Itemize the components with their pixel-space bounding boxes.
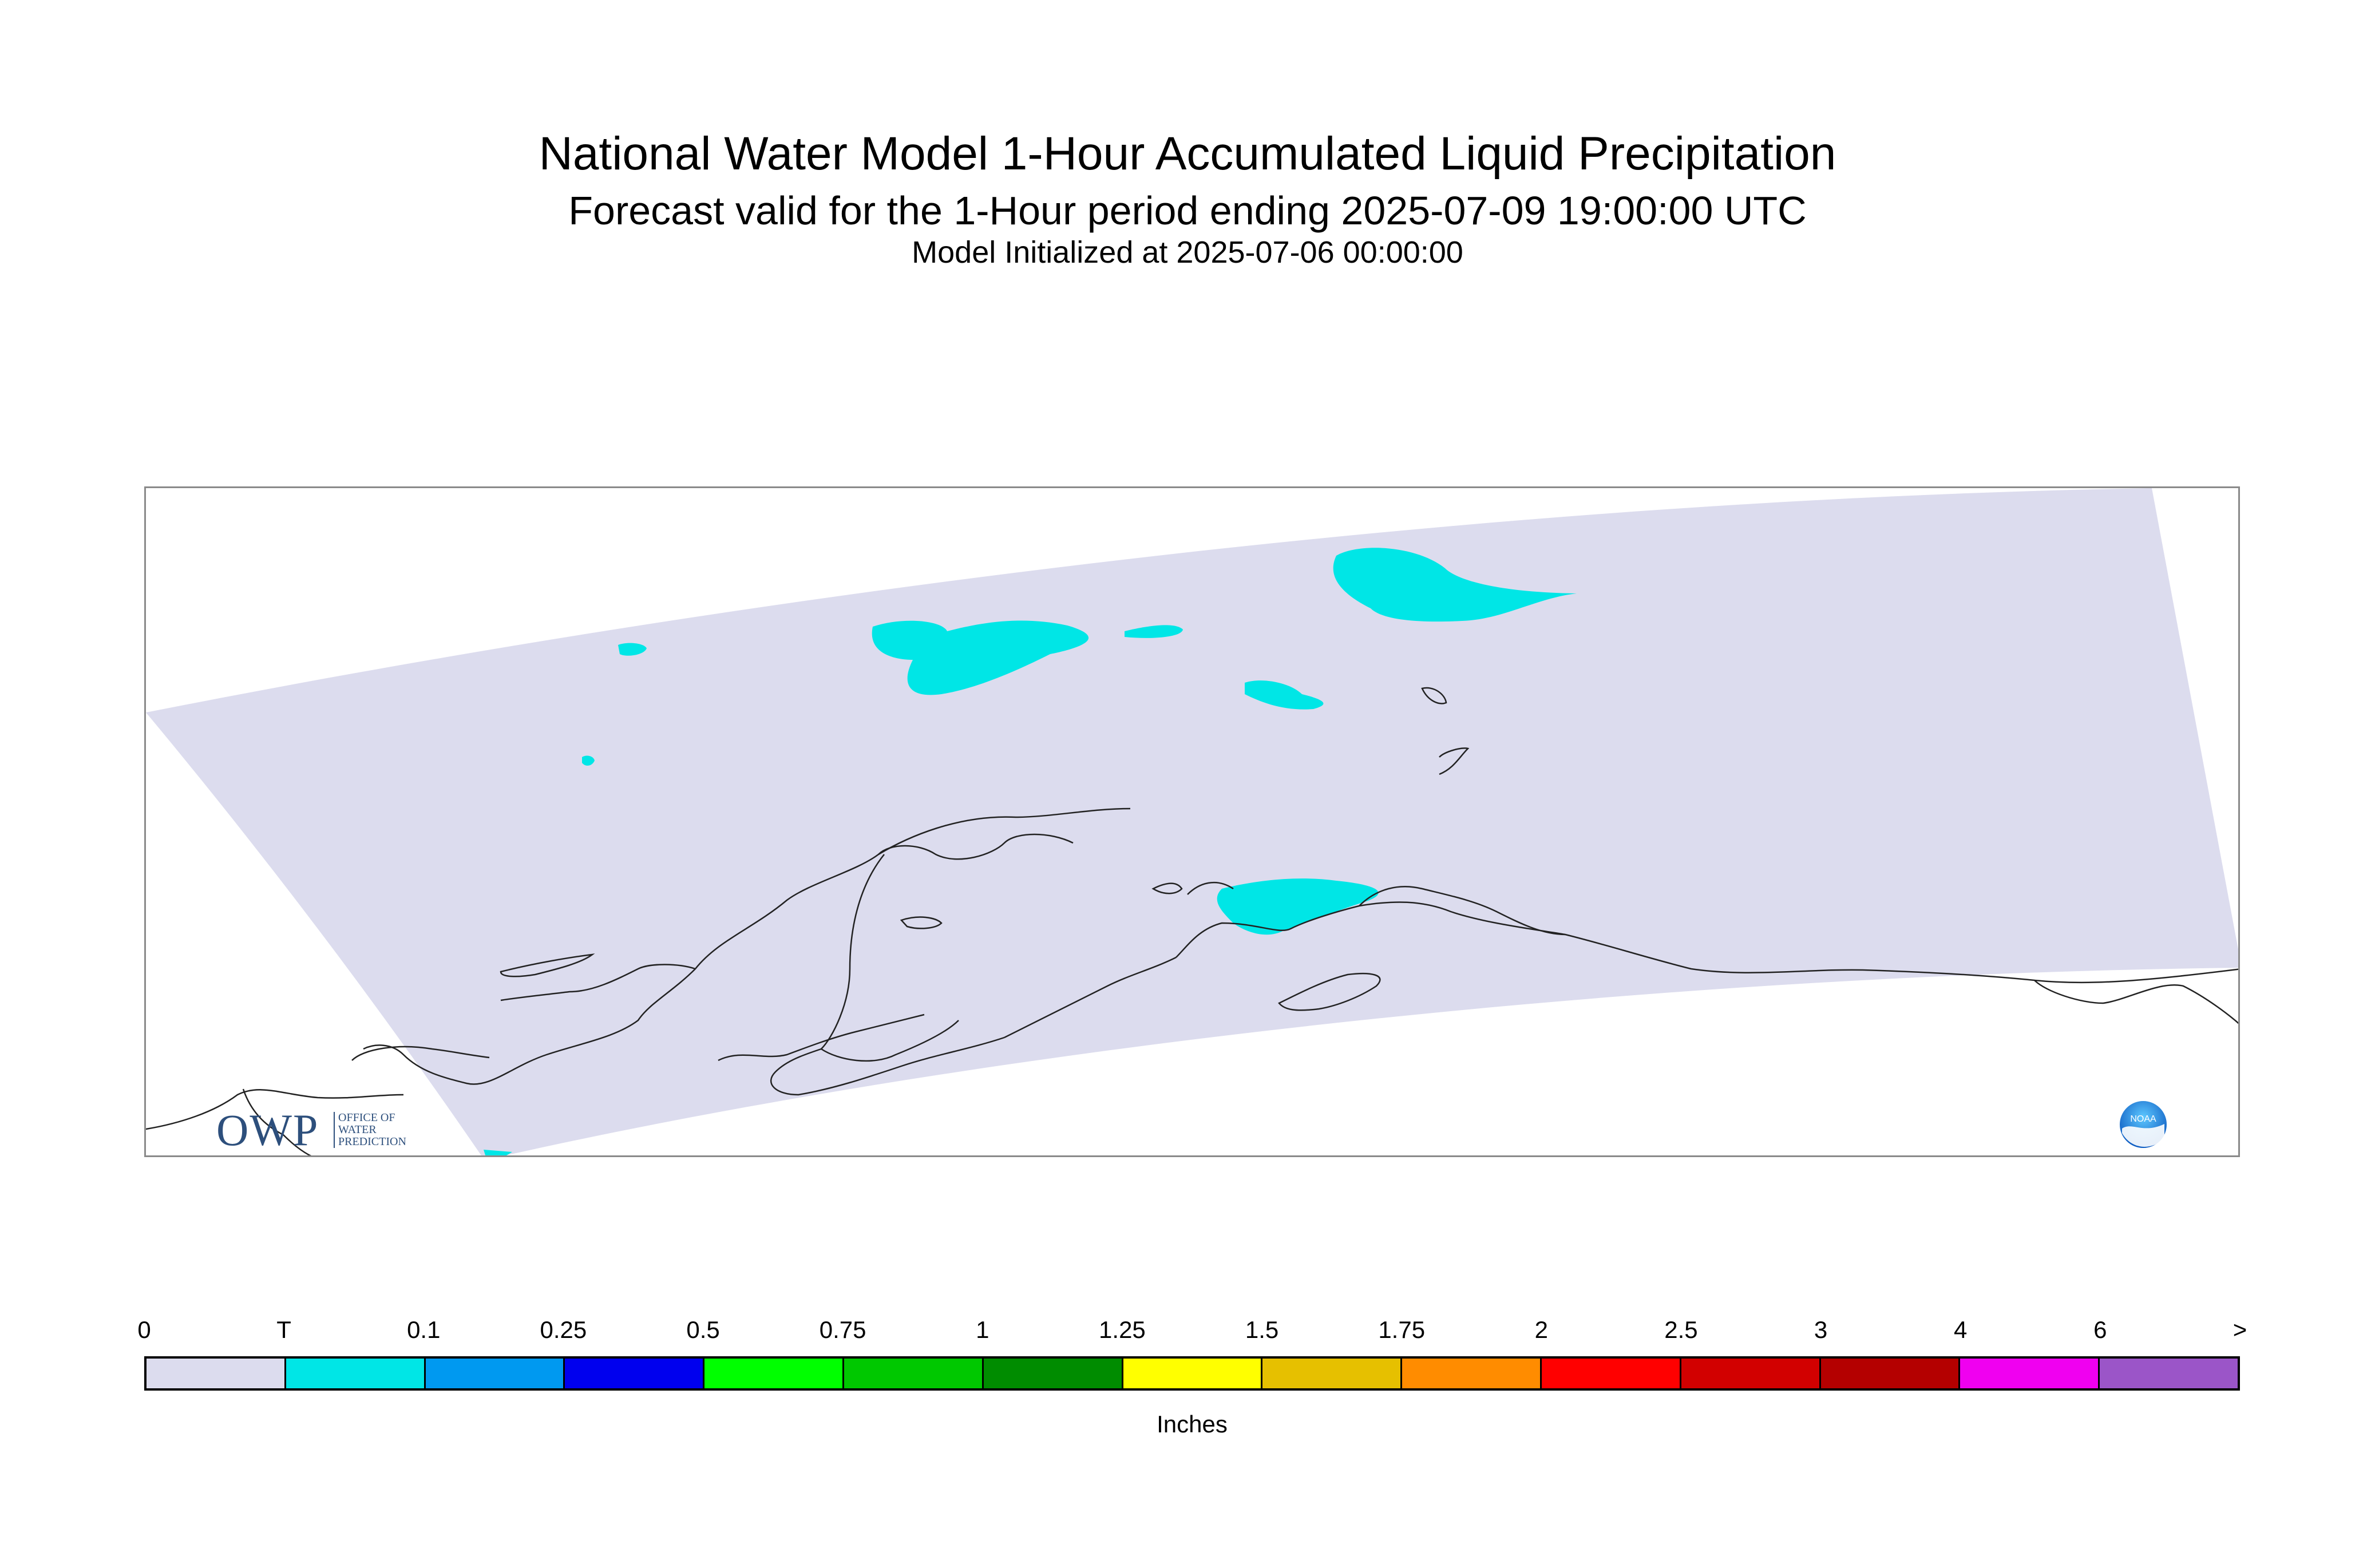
legend-colorbar: [144, 1356, 2240, 1391]
legend-tick-label: 1.75: [1378, 1316, 1426, 1343]
coastline-aleutians: [718, 1013, 925, 1062]
legend-tick-label: 2: [1534, 1316, 1549, 1343]
map-subtitle: Forecast valid for the 1-Hour period end…: [568, 188, 1807, 233]
coastline-chukotka-2: [351, 1046, 490, 1061]
legend-color-segment: [1681, 1359, 1821, 1388]
coastline-seward-peninsula: [500, 964, 696, 1001]
coastline-southeast: [2034, 980, 2238, 1024]
legend-tick-label: 1: [976, 1316, 989, 1343]
precip-area-north-1: [872, 620, 1089, 695]
coastline-st-lawrence: [500, 953, 595, 977]
coastline-nunivak: [900, 916, 943, 929]
legend-tick-label: T: [276, 1316, 291, 1343]
color-legend: 0 T 0.1 0.25 0.5 0.75 1 1.25 1.5 1.75 2 2.5 3 4 6 > Inc…: [137, 1316, 2247, 1454]
coastline-inlet: [1187, 881, 1234, 895]
legend-tick-label: 2.5: [1664, 1316, 1698, 1343]
coastline-kamchatka: [242, 1088, 312, 1155]
legend-tick-label: 0.75: [819, 1316, 866, 1343]
coastline-kodiak: [1278, 972, 1381, 1011]
coastline-alaska-peninsula: [1004, 956, 1177, 1039]
coastline-kenai: [1175, 901, 2238, 984]
legend-color-segment: [1402, 1359, 1542, 1388]
legend-color-segment: [147, 1359, 286, 1388]
map-panel: [144, 486, 2240, 1157]
coastline-prince-william: [1359, 886, 1566, 936]
precip-area-north-2: [1125, 625, 1183, 638]
noaa-logo: NOAA: [2117, 1099, 2169, 1150]
legend-color-segment: [704, 1359, 844, 1388]
precip-area-north-3: [1333, 548, 1577, 622]
legend-tick-label: 1.25: [1099, 1316, 1146, 1343]
precip-area-north-5: [618, 643, 647, 656]
owp-logo-subtext: OFFICE OF WATER PREDICTION: [334, 1112, 406, 1148]
legend-color-segment: [983, 1359, 1123, 1388]
legend-tick-label: 0.5: [686, 1316, 720, 1343]
legend-tick-label: 1.5: [1245, 1316, 1279, 1343]
owp-logo-text: OWP: [216, 1105, 319, 1155]
precip-area-north-6: [582, 755, 595, 766]
coastline-norton-sound: [820, 854, 959, 1062]
coastline-gulf-islands: [1151, 882, 1183, 894]
legend-units-label: Inches: [1157, 1411, 1228, 1438]
legend-color-segment: [1960, 1359, 2100, 1388]
map-title: National Water Model 1-Hour Accumulated …: [539, 128, 1836, 180]
legend-tick-label: 0.25: [540, 1316, 587, 1343]
legend-tick-label: 6: [2093, 1316, 2107, 1343]
legend-tick-label: 0.1: [407, 1316, 441, 1343]
legend-color-segment: [1262, 1359, 1403, 1388]
legend-color-segment: [1820, 1359, 1961, 1388]
coastline-bristol-bay: [770, 1036, 1005, 1096]
legend-color-segment: [1541, 1359, 1681, 1388]
coastline-kotzebue: [878, 833, 1074, 860]
coastline-arctic-islands: [1421, 687, 1447, 704]
legend-color-segment: [844, 1359, 984, 1388]
precip-area-cook-inlet: [1217, 878, 1379, 935]
precip-area-north-4: [1245, 680, 1324, 710]
legend-tick-label: >: [2232, 1316, 2247, 1343]
noaa-logo-text: NOAA: [2130, 1114, 2156, 1124]
legend-tick-label: 0: [137, 1316, 151, 1343]
legend-color-segment: [425, 1359, 565, 1388]
noaa-emblem-icon: NOAA: [2119, 1100, 2168, 1149]
legend-tick-label: 3: [1814, 1316, 1828, 1343]
coastlines: [146, 687, 2238, 1155]
coastline-arctic-islands-2: [1439, 747, 1470, 775]
legend-color-segment: [286, 1359, 426, 1388]
model-domain: [146, 488, 2238, 1155]
precip-area-sw: [484, 1150, 512, 1155]
coastline-chukotka: [146, 1089, 404, 1130]
legend-color-segment: [1123, 1359, 1263, 1388]
precip-areas: [484, 548, 1577, 1155]
legend-color-segment: [2100, 1359, 2238, 1388]
legend-tick-label: 4: [1954, 1316, 1968, 1343]
map-canvas: [146, 488, 2238, 1155]
legend-color-segment: [565, 1359, 705, 1388]
model-init-line: Model Initialized at 2025-07-06 00:00:00: [912, 235, 1463, 270]
